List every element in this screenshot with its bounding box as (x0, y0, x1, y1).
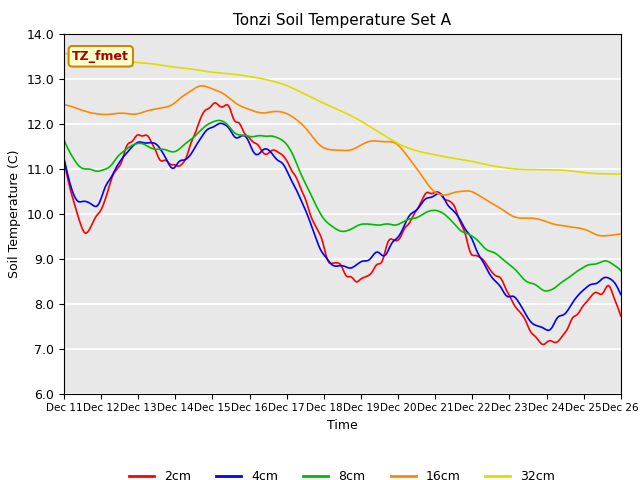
Line: 2cm: 2cm (64, 103, 621, 345)
16cm (617, 231, 625, 237)
16cm (600, 233, 607, 239)
32cm (254, 75, 262, 81)
8cm (543, 288, 550, 294)
4cm (246, 142, 254, 148)
4cm (589, 281, 596, 287)
32cm (586, 170, 594, 176)
Y-axis label: Soil Temperature (C): Soil Temperature (C) (8, 149, 21, 278)
16cm (305, 129, 313, 135)
Line: 8cm: 8cm (64, 120, 621, 291)
4cm (228, 129, 236, 135)
Legend: 2cm, 4cm, 8cm, 16cm, 32cm: 2cm, 4cm, 8cm, 16cm, 32cm (124, 465, 561, 480)
2cm (60, 157, 68, 163)
8cm (305, 188, 313, 193)
Line: 16cm: 16cm (64, 86, 621, 236)
32cm (617, 171, 625, 177)
4cm (617, 292, 625, 298)
2cm (305, 208, 313, 214)
Line: 4cm: 4cm (64, 123, 621, 330)
16cm (588, 229, 595, 235)
Title: Tonzi Soil Temperature Set A: Tonzi Soil Temperature Set A (234, 13, 451, 28)
8cm (215, 118, 223, 123)
16cm (198, 83, 206, 89)
Text: TZ_fmet: TZ_fmet (72, 50, 129, 63)
4cm (129, 144, 136, 150)
2cm (255, 144, 263, 150)
4cm (255, 151, 263, 156)
8cm (129, 143, 136, 148)
2cm (211, 100, 218, 106)
8cm (228, 127, 236, 132)
16cm (228, 97, 236, 103)
32cm (60, 51, 68, 57)
16cm (60, 102, 68, 108)
4cm (305, 216, 313, 222)
32cm (129, 59, 136, 65)
8cm (617, 268, 625, 274)
4cm (217, 120, 225, 126)
8cm (246, 134, 254, 140)
4cm (544, 327, 552, 333)
2cm (540, 342, 547, 348)
2cm (228, 110, 236, 116)
2cm (589, 291, 596, 297)
2cm (617, 313, 625, 319)
2cm (246, 136, 254, 142)
2cm (129, 139, 136, 144)
8cm (589, 262, 596, 267)
32cm (303, 92, 311, 98)
32cm (244, 73, 252, 79)
16cm (246, 107, 254, 113)
X-axis label: Time: Time (327, 419, 358, 432)
16cm (129, 111, 136, 117)
Line: 32cm: 32cm (64, 54, 621, 174)
8cm (255, 133, 263, 139)
8cm (60, 137, 68, 143)
32cm (226, 71, 234, 77)
4cm (60, 156, 68, 161)
16cm (255, 110, 263, 116)
